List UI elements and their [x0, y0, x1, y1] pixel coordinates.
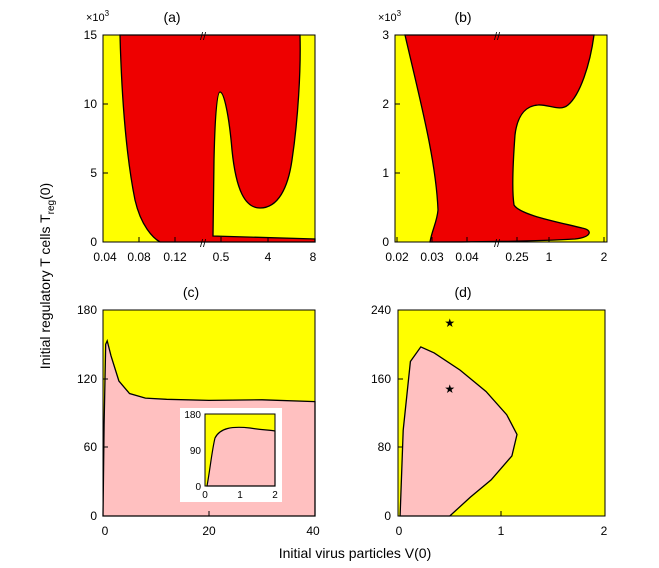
- panel-d-markers: ★★: [444, 316, 455, 396]
- panel-d-pink-region: [399, 346, 518, 517]
- shared-y-axis-label: Initial regulatory T cells Treg(0): [37, 183, 57, 369]
- panel-c-ytick-0: 0: [90, 509, 97, 523]
- panel-c-ytick-3: 180: [77, 303, 97, 317]
- panel-c-xtick-0: 0: [102, 524, 109, 538]
- panel-b-bottom-break: //: [494, 238, 501, 250]
- y-axis-label-main: Initial regulatory T cells T: [37, 214, 53, 369]
- panel-a-xtick-4: 4: [265, 250, 272, 264]
- panel-a-xtick-0: 0.04: [93, 250, 117, 264]
- panel-c-ytick-2: 120: [77, 372, 97, 386]
- panel-b-xtick-0: 0.02: [385, 250, 409, 264]
- panel-a-xtick-2: 0.12: [163, 250, 187, 264]
- panel-c: 0 90 180 0 1 2 0 60 120 180 0 20 40 (c): [77, 284, 320, 538]
- panel-c-inset-ytick-2: 180: [184, 410, 201, 421]
- panel-b-xtick-3: 0.25: [505, 250, 529, 264]
- panel-d-xtick-2: 2: [601, 524, 608, 538]
- panel-c-inset-frame: [204, 413, 276, 487]
- panel-b-ytick-1: 1: [382, 166, 389, 180]
- panel-b-ytick-3: 3: [382, 28, 389, 42]
- panel-c-ytick-1: 60: [84, 440, 98, 454]
- panel-c-inset: 0 90 180 0 1 2: [180, 408, 282, 502]
- panel-b-xtick-1: 0.03: [420, 250, 444, 264]
- panel-d: ★★ 0 80 160 240 0 1 2 (d): [371, 284, 608, 538]
- panel-c-inset-xtick-2: 2: [272, 490, 278, 501]
- panel-b-xtick-5: 2: [601, 250, 608, 264]
- panel-c-label: (c): [183, 284, 199, 300]
- panel-b-multiplier-exp: 3: [397, 9, 402, 18]
- panel-c-xtick-2: 40: [306, 524, 320, 538]
- y-axis-label-tail: (0): [37, 183, 53, 200]
- panel-d-star-marker-1: ★: [444, 382, 455, 396]
- panel-b-top-break: //: [494, 31, 501, 43]
- panel-a-multiplier: ×103: [86, 9, 110, 24]
- panel-a: // // 0 5 10 15 0.04 0.08 0.12 0.5 4 8 ×…: [84, 9, 317, 264]
- panel-c-xtick-1: 20: [202, 524, 216, 538]
- panel-d-xtick-1: 1: [498, 524, 505, 538]
- panel-b-xtick-4: 1: [546, 250, 553, 264]
- panel-b-label: (b): [454, 9, 471, 25]
- panel-d-ytick-3: 240: [371, 303, 391, 317]
- panel-c-inset-xtick-1: 1: [237, 490, 243, 501]
- panel-d-ytick-0: 0: [384, 509, 391, 523]
- panel-d-label: (d): [454, 284, 471, 300]
- panel-c-inset-ytick-1: 90: [190, 446, 202, 457]
- panel-d-xtick-0: 0: [396, 524, 403, 538]
- panel-a-bottom-break: //: [200, 238, 207, 250]
- panel-a-ytick-1: 5: [90, 166, 97, 180]
- panel-a-ytick-2: 10: [84, 97, 98, 111]
- panel-b-red-region: [404, 34, 595, 243]
- panel-a-ytick-0: 0: [90, 235, 97, 249]
- panel-a-red-region: [119, 34, 316, 243]
- panel-b-xtick-2: 0.04: [455, 250, 479, 264]
- panel-a-xtick-3: 0.5: [213, 250, 230, 264]
- panel-a-label: (a): [163, 9, 180, 25]
- panel-b-multiplier: ×103: [378, 9, 402, 24]
- panel-c-inset-xtick-0: 0: [202, 490, 208, 501]
- panel-d-star-marker-0: ★: [444, 316, 455, 330]
- panel-a-multiplier-base: ×10: [86, 12, 105, 24]
- panel-a-xtick-1: 0.08: [127, 250, 151, 264]
- panel-b-multiplier-base: ×10: [378, 12, 397, 24]
- panel-c-inset-ytick-0: 0: [195, 482, 201, 493]
- panel-d-ytick-2: 160: [371, 372, 391, 386]
- panel-b-ytick-2: 2: [382, 97, 389, 111]
- shared-x-axis-label: Initial virus particles V(0): [279, 545, 432, 561]
- y-axis-label-subscript: reg: [46, 200, 57, 214]
- panel-a-xtick-5: 8: [310, 250, 317, 264]
- panel-d-ytick-1: 80: [378, 440, 392, 454]
- panel-b-frame: [394, 34, 608, 243]
- panel-a-top-break: //: [200, 31, 207, 43]
- panel-b: // // 0 1 2 3 0.02 0.03 0.04 0.25 1 2 ×1…: [378, 9, 608, 264]
- panel-b-ytick-0: 0: [382, 235, 389, 249]
- panel-a-ytick-3: 15: [84, 28, 98, 42]
- panel-a-multiplier-exp: 3: [105, 9, 110, 18]
- panel-a-frame: [102, 34, 316, 243]
- panel-c-inset-pink-region: [206, 426, 276, 487]
